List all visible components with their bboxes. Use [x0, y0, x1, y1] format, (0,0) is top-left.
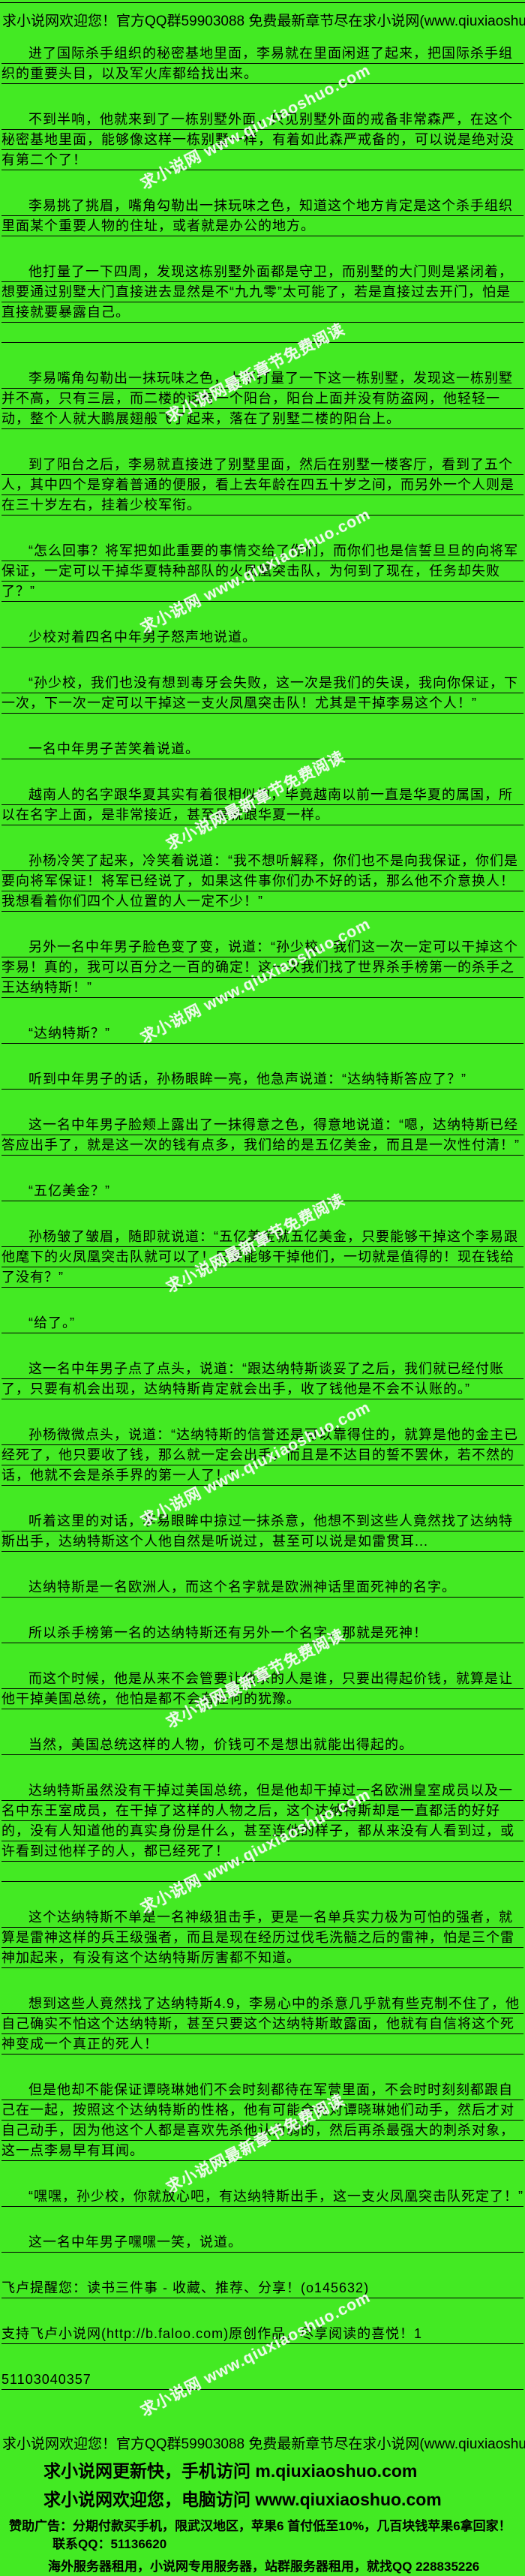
novel-paragraph: “嘿嘿，孙少校，你就放心吧，有达纳特斯出手，这一支火凤凰突击队死定了！”: [2, 2187, 524, 2207]
novel-paragraph: 这一名中年男子嘿嘿一笑，说道。: [2, 2232, 524, 2253]
chapter-id-line: 51103040357: [2, 2370, 524, 2390]
reading-reminder-line: 飞卢提醒您：读书三件事 - 收藏、推荐、分享！(o145632): [2, 2278, 524, 2298]
novel-paragraph: “达纳特斯？”: [2, 1023, 524, 1044]
novel-paragraph: 越南人的名字跟华夏其实有着很相似的，毕竟越南以前一直是华夏的属国，所以在名字上面…: [2, 785, 524, 825]
novel-paragraph: 听到中年男子的话，孙杨眼眸一亮，他急声说道：“达纳特斯答应了？”: [2, 1069, 524, 1090]
novel-paragraph: 当然，美国总统这样的人物，价钱可不是想出就能出得起的。: [2, 1735, 524, 1755]
novel-paragraph: 到了阳台之后，李易就直接进了别墅里面，然后在别墅一楼客厅，看到了五个人，其中四个…: [2, 455, 524, 516]
novel-paragraph: 这一名中年男子脸颊上露出了一抹得意之色，得意地说道：“嗯，达纳特斯已经答应出手了…: [2, 1115, 524, 1156]
top-rule: [0, 2, 525, 3]
novel-paragraph: 这一名中年男子点了点头，说道：“跟达纳特斯谈妥了之后，我们就已经付账了，只要有机…: [2, 1359, 524, 1399]
novel-paragraph: 而这个时候，他是从来不会管要让他杀的人是谁，只要出得起价钱，就算是让他干掉美国总…: [2, 1669, 524, 1709]
novel-paragraph: 听着这里的对话，李易眼眸中掠过一抹杀意，他想不到这些人竟然找了达纳特斯出手，达纳…: [2, 1511, 524, 1552]
novel-paragraph: 少校对着四名中年男子怒声地说道。: [2, 627, 524, 648]
novel-paragraph: 这个达纳特斯不单是一名神级狙击手，更是一名单兵实力极为可怕的强者，就算是雷神这样…: [2, 1907, 524, 1968]
novel-paragraph: 一名中年男子苦笑着说道。: [2, 739, 524, 759]
novel-paragraph: 达纳特斯虽然没有干掉过美国总统，但是他却干掉过一名欧洲皇室成员以及一名中东王室成…: [2, 1781, 524, 1882]
novel-paragraph: 不到半响，他就来到了一栋别墅外面，只见别墅外面的戒备非常森严，在这个秘密基地里面…: [2, 110, 524, 170]
novel-paragraph: 达纳特斯是一名欧洲人，而这个名字就是欧洲神话里面死神的名字。: [2, 1577, 524, 1598]
novel-paragraph: 想到这些人竟然找了达纳特斯4.9，李易心中的杀意几乎就有些克制不住了，他自己确实…: [2, 1994, 524, 2054]
novel-paragraph: 孙杨微微点头，说道：“达纳特斯的信誉还是可以靠得住的，就算是他的金主已经死了，他…: [2, 1425, 524, 1486]
page-footer: 求小说网欢迎您！官方QQ群59903088 免费最新章节尽在求小说网(www.q…: [0, 2435, 525, 2576]
novel-paragraph: 李易嘴角勾勒出一抹玩味之色，上下打量了一下这一栋别墅，发现这一栋别墅并不高，只有…: [2, 368, 524, 429]
novel-paragraph: 但是他却不能保证谭晓琳她们不会时刻都待在军营里面，不会时时刻刻都跟自己在一起，按…: [2, 2080, 524, 2161]
faloo-support-line: 支持飞卢小说网(http://b.faloo.com)原创作品，尽享阅读的喜悦！…: [2, 2324, 524, 2344]
novel-paragraph: 孙杨冷笑了起来，冷笑着说道：“我不想听解释，你们也不是向我保证，你们是要向将军保…: [2, 851, 524, 912]
novel-paragraph: “怎么回事？将军把如此重要的事情交给了你们，而你们也是信誓旦旦的向将军保证，一定…: [2, 541, 524, 602]
novel-paragraph: 另外一名中年男子脸色变了变，说道：“孙少校，我们这一次一定可以干掉这个李易！真的…: [2, 937, 524, 998]
footer-mobile-url-line: 求小说网更新快，手机访问 m.qiuxiaoshuo.com: [44, 2461, 418, 2481]
novel-paragraph: 孙杨皱了皱眉，随即就说道：“五亿美金就五亿美金，只要能够干掉这个李易跟他麾下的火…: [2, 1227, 524, 1288]
server-ad-line: 海外服务器租用，小说网专用服务器，站群服务器租用，就找QQ 228835226: [48, 2559, 480, 2574]
novel-paragraph: 李易挑了挑眉，嘴角勾勒出一抹玩味之色，知道这个地方肯定是这个杀手组织里面某个重要…: [2, 196, 524, 236]
novel-paragraph: “给了。”: [2, 1313, 524, 1333]
chapter-content: 进了国际杀手组织的秘密基地里面，李易就在里面闲逛了起来，把国际杀手组织的重要头目…: [2, 44, 524, 2390]
sponsor-ad-line: 赞助广告：分期付款买手机，限武汉地区，苹果6 首付低至10%，几百块钱苹果6拿回…: [9, 2519, 512, 2533]
footer-welcome-notice: 求小说网欢迎您！官方QQ群59903088 免费最新章节尽在求小说网(www.q…: [2, 2436, 525, 2452]
novel-paragraph: 所以杀手榜第一名的达纳特斯还有另外一个名字，那就是死神！: [2, 1623, 524, 1643]
footer-pc-url-line: 求小说网欢迎您，电脑访问 www.qiuxiaoshuo.com: [44, 2490, 442, 2509]
sponsor-ad-contact: 联系QQ：51136620: [52, 2537, 167, 2551]
site-welcome-notice: 求小说网欢迎您！官方QQ群59903088 免费最新章节尽在求小说网(www.q…: [2, 14, 525, 29]
novel-paragraph: 他打量了一下四周，发现这栋别墅外面都是守卫，而别墅的大门则是紧闭着，想要通过别墅…: [2, 262, 524, 343]
novel-paragraph: 进了国际杀手组织的秘密基地里面，李易就在里面闲逛了起来，把国际杀手组织的重要头目…: [2, 44, 524, 84]
novel-paragraph: “五亿美金？”: [2, 1181, 524, 1201]
novel-paragraph: “孙少校，我们也没有想到毒牙会失败，这一次是我们的失误，我向你保证，下一次，下一…: [2, 673, 524, 714]
